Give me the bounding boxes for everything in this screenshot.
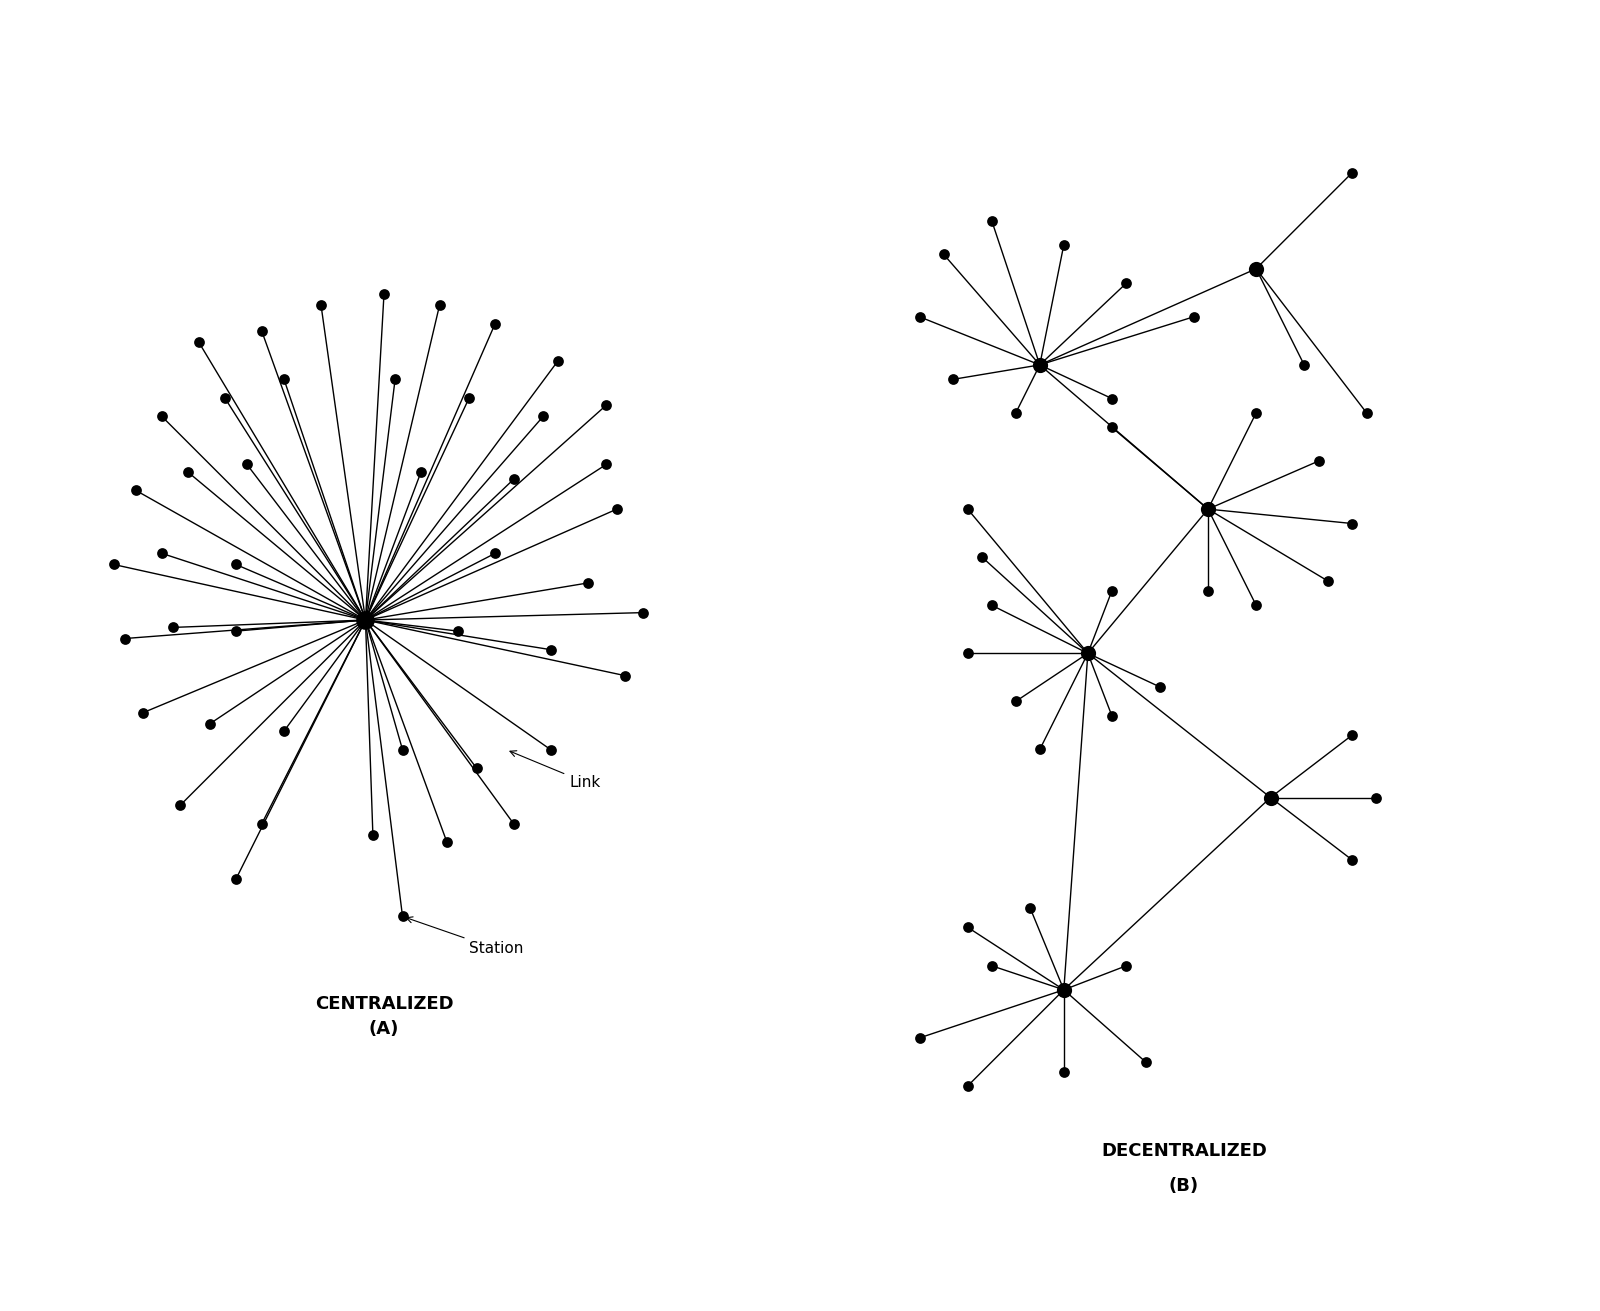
Text: DECENTRALIZED: DECENTRALIZED (1101, 1142, 1267, 1160)
Point (1306, 451, 1331, 472)
Point (630, 602, 656, 623)
Point (1018, 898, 1043, 919)
Point (1051, 1061, 1077, 1082)
Point (979, 210, 1005, 231)
Point (979, 595, 1005, 616)
Point (390, 906, 416, 927)
Point (123, 480, 149, 501)
Point (955, 916, 981, 937)
Point (427, 295, 453, 316)
Point (501, 813, 526, 834)
Point (1027, 739, 1053, 760)
Point (907, 1028, 933, 1049)
Point (222, 555, 248, 576)
Point (197, 713, 222, 734)
Point (360, 825, 386, 846)
Point (352, 610, 378, 631)
Point (955, 498, 981, 519)
Point (1051, 235, 1077, 256)
Point (1114, 956, 1139, 977)
Point (270, 721, 296, 742)
Point (931, 244, 957, 265)
Point (1003, 402, 1029, 423)
Point (174, 461, 200, 482)
Point (574, 573, 600, 594)
Point (1339, 163, 1365, 184)
Point (1339, 725, 1365, 746)
Point (101, 555, 126, 576)
Point (1099, 705, 1125, 726)
Point (482, 543, 507, 564)
Text: (B): (B) (1170, 1176, 1198, 1194)
Text: (A): (A) (370, 1020, 398, 1038)
Point (130, 703, 155, 724)
Point (1051, 979, 1077, 1000)
Text: Link: Link (510, 751, 600, 789)
Point (168, 794, 194, 815)
Point (309, 295, 334, 316)
Point (250, 813, 275, 834)
Point (955, 1075, 981, 1096)
Point (1195, 498, 1221, 519)
Point (1075, 642, 1101, 663)
Point (1181, 307, 1206, 328)
Point (1291, 354, 1317, 375)
Point (1258, 787, 1283, 808)
Text: CENTRALIZED: CENTRALIZED (315, 995, 453, 1013)
Point (445, 620, 470, 641)
Point (1003, 691, 1029, 712)
Point (1339, 513, 1365, 534)
Point (1147, 676, 1173, 697)
Point (501, 469, 526, 490)
Point (234, 454, 259, 475)
Point (1099, 581, 1125, 602)
Point (1114, 273, 1139, 294)
Point (1099, 417, 1125, 438)
Point (1243, 258, 1269, 279)
Point (907, 307, 933, 328)
Point (970, 547, 995, 568)
Point (222, 869, 248, 890)
Point (1133, 1051, 1158, 1072)
Point (160, 617, 186, 638)
Point (482, 313, 507, 334)
Point (546, 350, 571, 371)
Point (1315, 570, 1341, 591)
Point (979, 956, 1005, 977)
Point (1195, 581, 1221, 602)
Point (222, 620, 248, 641)
Point (538, 739, 563, 760)
Point (149, 405, 174, 426)
Point (270, 368, 296, 389)
Point (250, 320, 275, 341)
Point (211, 387, 237, 408)
Point (390, 739, 416, 760)
Point (941, 368, 966, 389)
Point (186, 332, 211, 353)
Point (464, 758, 490, 779)
Point (371, 283, 397, 304)
Point (613, 665, 638, 686)
Point (1243, 402, 1269, 423)
Point (1363, 787, 1389, 808)
Point (434, 832, 459, 853)
Point (594, 395, 619, 416)
Point (531, 405, 557, 426)
Point (1027, 354, 1053, 375)
Point (538, 640, 563, 661)
Point (1339, 850, 1365, 871)
Point (382, 368, 408, 389)
Point (456, 387, 482, 408)
Point (1099, 388, 1125, 409)
Point (112, 628, 138, 649)
Point (605, 498, 630, 519)
Point (149, 543, 174, 564)
Point (1354, 402, 1379, 423)
Point (955, 642, 981, 663)
Point (594, 454, 619, 475)
Text: Station: Station (406, 916, 523, 957)
Point (1243, 595, 1269, 616)
Point (408, 461, 434, 482)
